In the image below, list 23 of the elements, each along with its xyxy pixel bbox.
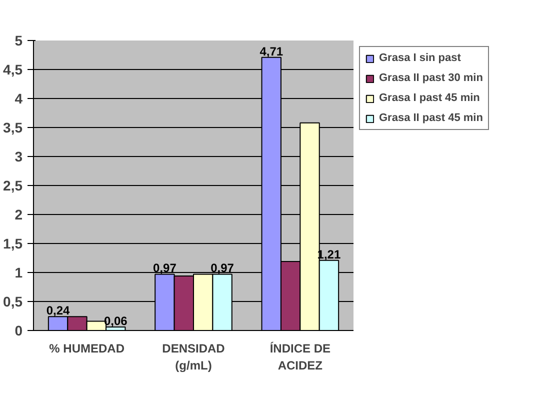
- y-tick-label: 4,5: [3, 62, 23, 78]
- y-tick-label: 4: [14, 90, 23, 106]
- y-tick-label: 2: [14, 206, 23, 222]
- y-tick-label: 3,5: [3, 120, 23, 136]
- y-tick-label: 1: [14, 264, 23, 280]
- data-label: 0,24: [46, 304, 70, 318]
- x-tick-label: DENSIDAD (g/mL): [162, 342, 226, 372]
- data-label: 0,97: [210, 261, 234, 276]
- x-tick-label: % HUMEDAD: [49, 342, 125, 356]
- legend-label: Grasa II past 45 min: [379, 112, 483, 124]
- y-tick-label: 3: [14, 148, 23, 164]
- data-label: 0,97: [153, 261, 177, 276]
- y-tick-label: 1,5: [3, 236, 23, 252]
- data-label: 4,71: [260, 44, 284, 58]
- y-tick-label: 2,5: [3, 178, 23, 194]
- y-tick-label: 0: [14, 322, 23, 338]
- legend-label: Grasa I sin past: [379, 52, 461, 64]
- legend-label: Grasa I past 45 min: [379, 92, 480, 104]
- legend-label: Grasa II past 30 min: [379, 72, 483, 84]
- y-tick-label: 0,5: [3, 294, 23, 310]
- y-tick-label: 5: [14, 32, 23, 48]
- data-label: 0,06: [104, 314, 128, 328]
- x-tick-label: ÍNDICE DE ACIDEZ: [270, 342, 331, 372]
